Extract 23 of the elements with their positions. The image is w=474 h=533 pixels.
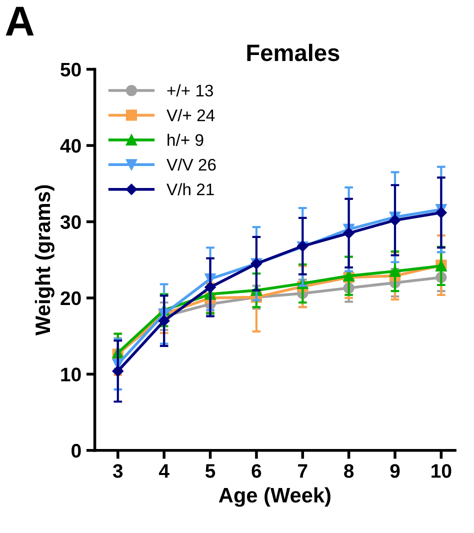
legend-label: V/h 21 bbox=[166, 183, 214, 196]
y-tick-label: 0 bbox=[72, 444, 81, 458]
legend-label: h/+ 9 bbox=[168, 134, 204, 146]
text: A bbox=[6, 6, 34, 36]
x-tick-label: 7 bbox=[298, 464, 308, 478]
y-tick-label: 30 bbox=[60, 215, 81, 229]
y-tick-label: 20 bbox=[60, 291, 81, 306]
legend-label: V/+ 24 bbox=[166, 108, 215, 122]
y-tick-label: 10 bbox=[61, 368, 81, 382]
x-tick-label: 3 bbox=[112, 464, 123, 478]
y-axis-title: Weight (grams) bbox=[34, 185, 54, 336]
x-tick-label: 8 bbox=[344, 464, 354, 478]
y-tick-label: 50 bbox=[60, 62, 81, 77]
legend-label: +/+ 13 bbox=[167, 84, 213, 97]
x-tick-label: 4 bbox=[158, 464, 170, 478]
y-tick-label: 40 bbox=[60, 138, 81, 153]
x-tick-label: 6 bbox=[252, 464, 262, 478]
x-tick-label: 9 bbox=[390, 464, 400, 478]
legend-label: V/V 26 bbox=[166, 158, 216, 171]
x-axis-title: Age (Week) bbox=[218, 487, 330, 507]
chart-title: Females bbox=[247, 44, 340, 62]
x-tick-label: 10 bbox=[432, 464, 452, 478]
x-tick-label: 5 bbox=[205, 464, 216, 478]
